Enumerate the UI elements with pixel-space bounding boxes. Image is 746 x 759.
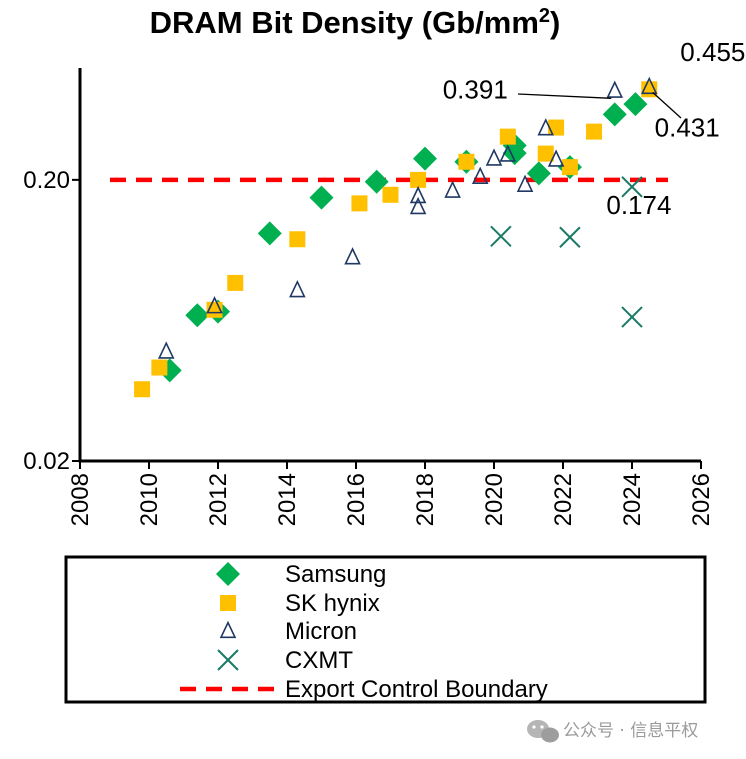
point-sk-hynix-9: [499, 128, 516, 145]
point-sk-hynix-4: [289, 231, 306, 248]
point-sk-hynix-1: [151, 359, 168, 376]
legend-label-cxmt: CXMT: [285, 647, 353, 674]
leader-line-0-391: [517, 93, 612, 99]
point-samsung-4: [309, 185, 334, 210]
wechat-icon: [527, 720, 559, 743]
leader-line-0-431: [652, 91, 682, 119]
point-cxmt-3-stroke-b: [621, 176, 643, 198]
legend-label-micron: Micron: [285, 618, 357, 645]
point-sk-hynix-12: [561, 159, 578, 176]
data-point-layer: [134, 76, 658, 398]
point-sk-hynix-6: [382, 186, 399, 203]
annotation-0-455: 0.455: [680, 37, 745, 67]
point-samsung-13: [623, 92, 648, 117]
point-cxmt-1-stroke-b: [559, 226, 581, 248]
point-micron-9: [499, 144, 517, 162]
point-micron-7: [471, 166, 489, 184]
x-tick-label-2022: 2022: [550, 473, 577, 526]
legend-marker-cxmt-stroke-b: [217, 649, 239, 671]
legend-label-export-control: Export Control Boundary: [285, 676, 548, 703]
point-cxmt-0-stroke-b: [490, 225, 512, 247]
point-samsung-6: [413, 146, 437, 171]
x-tick-label-2008: 2008: [67, 473, 94, 526]
point-micron-5: [409, 196, 427, 215]
series-sk-hynix: [134, 81, 658, 398]
point-sk-hynix-0: [134, 381, 151, 398]
legend-label-sk-hynix: SK hynix: [285, 590, 380, 617]
point-samsung-10: [526, 161, 551, 186]
point-cxmt-1: [559, 226, 581, 248]
point-sk-hynix-5: [351, 195, 368, 212]
watermark-text: 公众号 · 信息平权: [563, 721, 698, 741]
legend-box: [64, 555, 707, 704]
point-micron-2: [289, 279, 306, 298]
annotation-0-174: 0.174: [606, 190, 671, 220]
x-tick-label-2024: 2024: [619, 473, 646, 526]
axes: 2008 2010 2012 2014 2016 2018 2020 2022 2024 2026…: [23, 68, 715, 526]
legend-marker-micron: [219, 620, 237, 639]
chart-title: DRAM Bit Density (Gb/mm2): [150, 5, 561, 40]
point-sk-hynix-13: [586, 123, 603, 140]
legend-label-samsung: Samsung: [285, 561, 386, 588]
point-micron-3: [344, 247, 361, 265]
y-tick-label-0: 0.20: [23, 167, 70, 194]
x-tick-label-2018: 2018: [412, 473, 439, 526]
point-micron-4: [409, 185, 427, 204]
x-tick-label-2014: 2014: [274, 473, 301, 526]
point-sk-hynix-7: [410, 171, 427, 188]
legend-marker-samsung: [216, 562, 240, 586]
watermark: 公众号 · 信息平权: [527, 720, 698, 743]
point-micron-13: [606, 80, 624, 98]
x-tick-label-2020: 2020: [481, 473, 508, 526]
point-sk-hynix-10: [537, 145, 554, 162]
point-micron-10: [516, 174, 534, 192]
point-samsung-1: [185, 303, 210, 328]
point-samsung-12: [602, 102, 627, 127]
x-tick-label-2012: 2012: [205, 473, 232, 526]
point-samsung-3: [257, 221, 282, 246]
legend-marker-cxmt: [217, 649, 239, 671]
point-micron-0: [157, 341, 175, 359]
point-sk-hynix-11: [548, 119, 565, 136]
point-cxmt-3: [621, 176, 643, 198]
point-sk-hynix-3: [227, 274, 244, 291]
x-tick-label-2010: 2010: [136, 473, 163, 526]
annotation-0-431: 0.431: [655, 113, 720, 143]
series-cxmt: [490, 176, 643, 328]
point-cxmt-0: [490, 225, 512, 247]
legend-marker-sk-hynix: [220, 595, 236, 611]
y-tick-label-1: 0.02: [23, 448, 70, 475]
point-micron-8: [485, 148, 503, 166]
point-micron-6: [444, 180, 461, 198]
point-cxmt-2: [621, 306, 643, 328]
annotation-0-391: 0.391: [443, 74, 508, 104]
point-micron-12: [547, 149, 565, 167]
series-micron: [157, 76, 658, 359]
annotation-layer: 0.455 0.391 0.431 0.174: [443, 37, 746, 220]
point-micron-1: [206, 296, 223, 314]
x-tick-label-2016: 2016: [343, 473, 370, 526]
point-micron-11: [537, 118, 555, 136]
x-tick-label-2026: 2026: [688, 473, 715, 526]
point-micron-14: [640, 76, 658, 95]
point-cxmt-2-stroke-b: [621, 306, 643, 328]
series-samsung: [157, 92, 648, 383]
point-sk-hynix-8: [458, 153, 475, 170]
